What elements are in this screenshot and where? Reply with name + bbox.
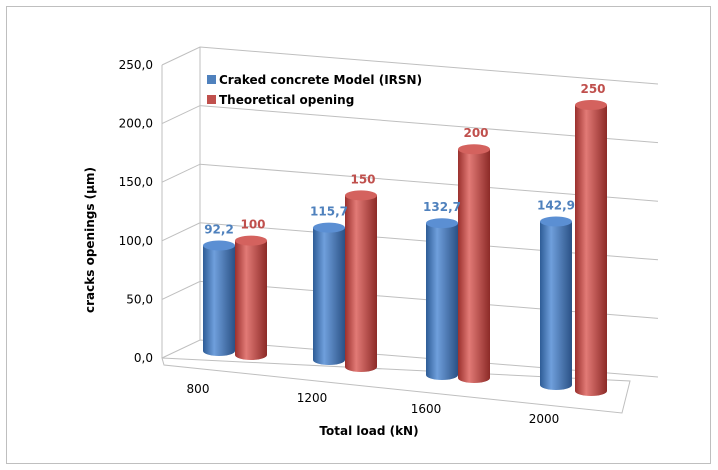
bar-series-2-body <box>575 105 607 396</box>
x-tick-label: 1600 <box>411 402 442 416</box>
legend: Craked concrete Model (IRSN) Theoretical… <box>207 73 422 107</box>
x-tick-label: 800 <box>187 382 210 396</box>
bar-series-2-top <box>345 190 377 201</box>
x-tick-label: 1200 <box>297 391 328 405</box>
bar-series-2-body <box>235 240 267 360</box>
bar-series-1-body <box>426 223 458 380</box>
bar-series-2-body <box>458 149 490 383</box>
legend-swatch-series-2 <box>207 95 216 104</box>
bar-series-1 <box>540 216 572 390</box>
data-label-series-2: 150 <box>350 172 375 186</box>
bar-series-1-top <box>426 218 458 229</box>
bar-series-2 <box>575 100 607 396</box>
bar-series-2 <box>458 144 490 383</box>
x-tick-label: 2000 <box>529 412 560 426</box>
y-axis-ticks: 0,0 50,0 100,0 150,0 200,0 250,0 <box>119 58 153 365</box>
bar-series-2 <box>235 235 267 360</box>
bar-series-2-body <box>345 195 377 372</box>
y-tick-label: 250,0 <box>119 58 153 72</box>
legend-label-series-1: Craked concrete Model (IRSN) <box>219 73 422 87</box>
y-tick-label: 0,0 <box>134 351 153 365</box>
data-label-series-1: 132,7 <box>423 200 461 214</box>
bar-series-2-top <box>575 100 607 110</box>
x-axis-ticks: 800 1200 1600 2000 <box>187 382 560 426</box>
data-label-series-2: 100 <box>240 218 265 232</box>
legend-label-series-2: Theoretical opening <box>219 93 354 107</box>
bar-series-1-body <box>540 221 572 390</box>
bar-series-1 <box>203 240 235 356</box>
bar-series-1-body <box>203 245 235 356</box>
y-tick-label: 50,0 <box>126 292 153 306</box>
data-label-series-1: 92,2 <box>204 223 234 237</box>
bar-series-1 <box>426 218 458 380</box>
legend-swatch-series-1 <box>207 75 216 84</box>
bar-series-2-top <box>458 144 490 155</box>
bar-series-2-top <box>235 235 267 246</box>
gridlines <box>161 46 659 378</box>
y-tick-label: 150,0 <box>119 175 153 189</box>
y-tick-label: 100,0 <box>119 234 153 248</box>
data-label-series-1: 115,7 <box>310 205 348 219</box>
x-axis-title: Total load (kN) <box>319 424 418 438</box>
bar-series-1-top <box>540 216 572 227</box>
y-tick-label: 200,0 <box>119 117 153 131</box>
bar-series-1 <box>313 222 345 365</box>
bar-series-1-top <box>203 240 235 251</box>
data-label-series-1: 142,9 <box>537 199 575 213</box>
data-label-series-2: 200 <box>463 126 488 140</box>
y-axis-title: cracks openings (µm) <box>83 167 97 313</box>
bar-series-1-top <box>313 222 345 233</box>
bars: 92,2 100 115,7 150 132,7 200 142,9 250 <box>203 82 607 396</box>
bar-series-1-body <box>313 227 345 365</box>
bar-series-2 <box>345 190 377 372</box>
data-label-series-2: 250 <box>580 82 605 96</box>
